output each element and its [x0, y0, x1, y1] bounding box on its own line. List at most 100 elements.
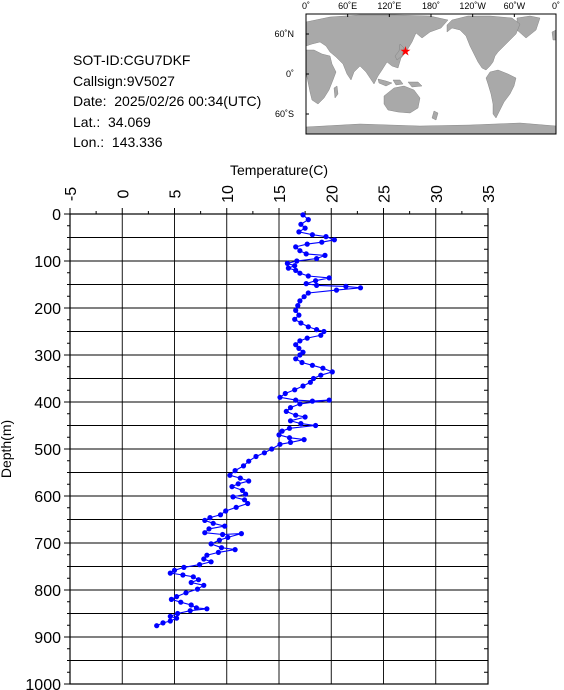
data-point [343, 283, 349, 289]
x-tick-label: -5 [63, 187, 80, 201]
map-lon-label: 60˚W [504, 1, 526, 11]
data-point [283, 408, 289, 414]
data-point [225, 534, 231, 541]
data-point [223, 508, 229, 514]
data-point [320, 365, 326, 371]
data-point [314, 327, 320, 333]
data-point [204, 552, 210, 558]
map-lon-label: 60˚E [338, 1, 357, 11]
x-tick-label: 30 [429, 185, 446, 203]
data-point [174, 594, 180, 600]
data-point [296, 345, 302, 351]
data-point [174, 615, 180, 621]
data-point [222, 523, 228, 529]
map-lat-label: 60˚N [274, 29, 294, 39]
data-point [183, 590, 189, 596]
map-lon-label: 120˚W [459, 1, 486, 11]
data-point [294, 258, 300, 264]
data-point [305, 324, 311, 330]
location-map: 0˚ 60˚E 120˚E 180˚ 120˚W 60˚W 0˚ 60˚N 0˚ 60˚S ★ [274, 1, 560, 135]
map-latitude-labels: 60˚N 0˚ 60˚S [274, 29, 294, 119]
data-point [287, 418, 294, 424]
y-axis-label: Depth(m) [0, 420, 14, 478]
data-point [309, 232, 315, 238]
x-tick-label: 5 [168, 189, 185, 198]
map-lat-label: 0˚ [286, 69, 294, 79]
data-point [195, 577, 202, 583]
data-point [300, 212, 306, 218]
data-point [216, 537, 222, 543]
data-point [181, 564, 187, 571]
data-point [240, 463, 247, 469]
y-tick-label: 1000 [25, 677, 61, 690]
data-point [322, 252, 328, 258]
data-point [297, 401, 303, 407]
data-point [309, 362, 315, 368]
y-tick-label: 900 [34, 630, 61, 647]
y-tick-label: 100 [34, 254, 61, 271]
y-tick-label: 500 [34, 442, 61, 459]
data-point [297, 298, 303, 304]
x-tick-label: 0 [115, 189, 132, 198]
data-point [237, 475, 243, 481]
data-point [302, 414, 308, 420]
data-point [207, 515, 213, 521]
data-point [167, 570, 173, 576]
data-point [313, 422, 319, 429]
data-point [331, 237, 337, 243]
data-point [241, 497, 248, 503]
data-point [323, 234, 329, 240]
longitude-text: Lon.: 143.336 [73, 134, 163, 150]
data-point [292, 316, 298, 322]
data-point [201, 556, 207, 562]
data-point [167, 613, 173, 619]
map-lon-label: 180˚ [422, 1, 440, 11]
data-point [326, 397, 332, 403]
data-point [293, 412, 299, 418]
sot-id-text: SOT-ID:CGU7DKF [73, 52, 191, 68]
data-point [160, 620, 166, 626]
data-point [302, 225, 308, 231]
data-point [304, 335, 310, 341]
data-point [293, 267, 299, 273]
data-point [298, 221, 304, 227]
data-point [279, 428, 285, 434]
data-point [333, 287, 340, 293]
data-point [227, 472, 233, 478]
data-point [297, 248, 303, 254]
data-point [286, 425, 293, 431]
x-tick-label: 35 [481, 185, 498, 203]
x-tick-label: 25 [377, 185, 394, 203]
data-point [300, 383, 306, 389]
data-point [329, 369, 335, 375]
data-point [293, 356, 299, 362]
data-point [309, 398, 315, 404]
data-point [297, 338, 303, 344]
y-tick-label: 300 [34, 348, 61, 365]
data-point [357, 285, 364, 291]
data-point [188, 579, 194, 586]
data-point [282, 390, 288, 397]
data-point [206, 526, 212, 532]
y-tick-label: 700 [34, 536, 61, 553]
data-point [232, 468, 238, 474]
map-lon-label: 0˚ [302, 1, 310, 11]
data-point [201, 582, 207, 588]
data-point [230, 494, 236, 500]
data-point [326, 275, 332, 281]
data-point [261, 450, 267, 456]
x-tick-labels: -5 0 5 10 15 20 25 30 35 [63, 185, 498, 203]
data-point [238, 531, 244, 537]
data-point [208, 541, 214, 547]
data-point [229, 484, 235, 490]
chart-series [154, 212, 364, 629]
data-point [318, 332, 324, 338]
data-point [314, 256, 320, 262]
data-point [277, 394, 283, 400]
data-point [286, 435, 293, 441]
y-tick-label: 0 [52, 207, 61, 224]
data-point [220, 531, 226, 538]
data-point [310, 375, 317, 382]
data-point [299, 359, 305, 366]
data-point [277, 441, 283, 447]
